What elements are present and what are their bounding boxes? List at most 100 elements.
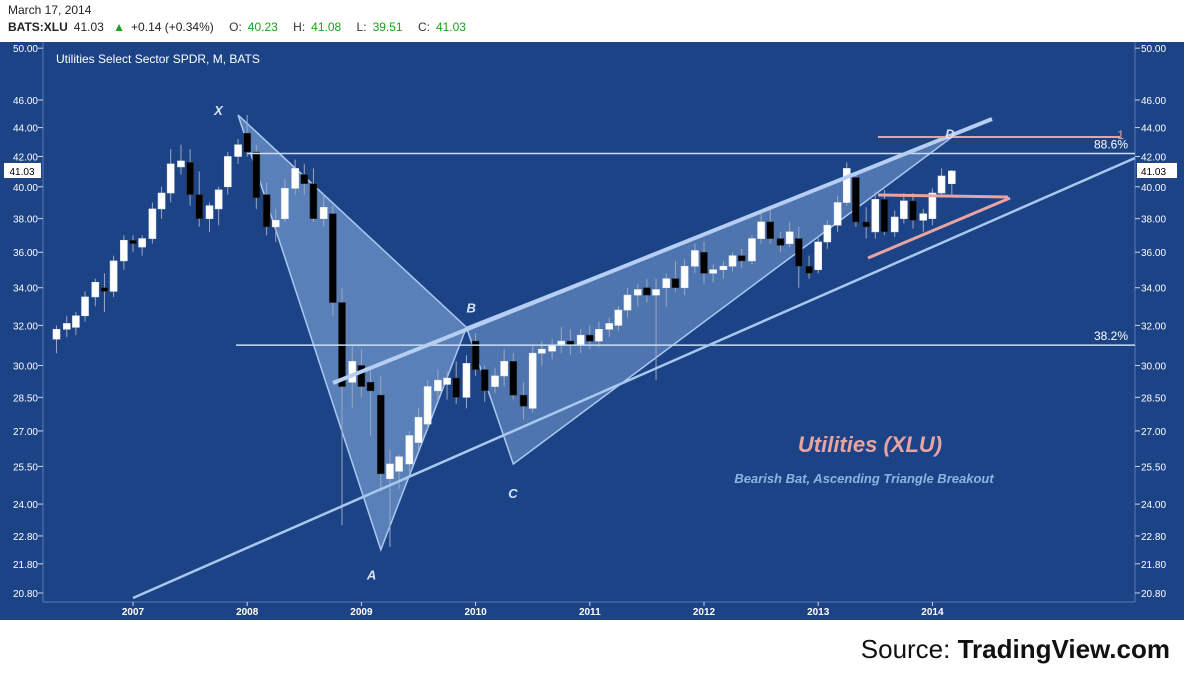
candle-body — [252, 151, 261, 199]
candle-body — [157, 192, 166, 210]
candle-body — [509, 361, 518, 396]
candle-body — [519, 394, 528, 407]
candle-body — [728, 255, 737, 267]
candle-body — [214, 189, 223, 210]
candle-body — [81, 296, 89, 317]
y-tick-label-left: 34.00 — [13, 284, 38, 295]
y-tick-label-left: 40.00 — [13, 183, 38, 194]
y-tick-label-left: 36.00 — [13, 248, 38, 259]
header-high: H: 41.08 — [293, 20, 342, 34]
bottom-axis-background — [43, 602, 1135, 620]
candle-body — [909, 200, 917, 221]
candle-body — [177, 160, 185, 168]
y-tick-label-left: 21.80 — [13, 560, 38, 571]
price-chart[interactable]: 88.6% 38.2% 1 X A B C D 20.80 20.80 21.80 21.80 22.… — [0, 40, 1184, 620]
candle-body — [643, 287, 651, 296]
candle-body — [842, 168, 851, 203]
candle-body — [262, 194, 271, 228]
left-axis-background — [0, 42, 43, 620]
candle-body — [709, 269, 717, 274]
y-tick-label-left: 42.00 — [13, 152, 38, 163]
right-axis-background — [1135, 42, 1184, 620]
candle-body — [100, 287, 109, 292]
candle-body — [814, 241, 823, 271]
header-close: C: 41.03 — [417, 20, 466, 34]
y-tick-label-right: 38.00 — [1141, 215, 1166, 226]
rising-support-trendline — [132, 156, 1136, 600]
candle-body — [357, 365, 366, 387]
rising-resistance-trendline — [332, 117, 993, 385]
candle-body — [329, 213, 337, 303]
y-tick-label-right: 42.00 — [1141, 152, 1166, 163]
y-tick-label-right: 24.00 — [1141, 500, 1166, 511]
fib-level-label: 38.2% — [1094, 329, 1128, 343]
y-tick-label-right: 36.00 — [1141, 248, 1166, 259]
candle-body — [757, 221, 765, 239]
y-tick-label-right: 44.00 — [1141, 124, 1166, 135]
candle-body — [319, 207, 328, 219]
candle-body — [691, 250, 699, 267]
x-tick-label: 2009 — [350, 607, 373, 618]
candle-body — [491, 375, 499, 387]
candle-body — [377, 394, 385, 475]
candle-body — [129, 239, 137, 244]
candle-body — [871, 199, 880, 233]
y-tick-label-right: 32.00 — [1141, 321, 1166, 332]
candle-body — [633, 289, 642, 296]
candle-body — [852, 177, 860, 223]
candle-body — [462, 363, 471, 398]
y-tick-label-right: 34.00 — [1141, 284, 1166, 295]
candle-body — [595, 328, 603, 342]
x-tick-label: 2013 — [807, 607, 830, 618]
candle-body — [348, 361, 357, 383]
source-name: TradingView.com — [957, 634, 1170, 664]
x-tick-label: 2014 — [921, 607, 944, 618]
pattern-point-label: B — [466, 300, 475, 315]
candle-body — [195, 194, 204, 219]
pattern-point-label: C — [508, 486, 518, 501]
candle-body — [405, 435, 414, 465]
candle-body — [500, 361, 508, 377]
candle-body — [480, 369, 489, 392]
candle-body — [794, 238, 803, 267]
candle-body — [291, 168, 299, 189]
candle-body — [605, 323, 614, 330]
annotation-title: Utilities (XLU) — [798, 432, 942, 457]
candle-body — [623, 294, 632, 311]
candle-body — [538, 348, 546, 354]
candle-body — [948, 170, 956, 184]
candle-body — [719, 265, 728, 271]
candle-body — [471, 340, 480, 370]
header-open: O: 40.23 — [229, 20, 278, 34]
y-tick-label-left: 24.00 — [13, 500, 38, 511]
pattern-point-label: A — [366, 568, 376, 583]
fib-level-label: 88.6% — [1094, 138, 1128, 152]
candle-body — [528, 352, 537, 409]
candle-body — [443, 377, 451, 385]
y-tick-label-right: 20.80 — [1141, 589, 1166, 600]
candle-body — [671, 278, 680, 289]
y-tick-label-right: 27.00 — [1141, 427, 1166, 438]
y-tick-label-right: 22.80 — [1141, 532, 1166, 543]
axes: 20.80 20.80 21.80 21.80 22.80 22.80 24.00 24.00… — [4, 44, 1177, 618]
last-price-text-right: 41.03 — [1141, 167, 1166, 178]
y-tick-label-left: 27.00 — [13, 427, 38, 438]
y-tick-label-left: 44.00 — [13, 124, 38, 135]
y-tick-label-right: 28.50 — [1141, 393, 1166, 404]
y-tick-label-left: 32.00 — [13, 321, 38, 332]
candle-body — [766, 221, 775, 239]
header-date: March 17, 2014 — [8, 3, 92, 17]
d-marker-label: 1 — [1117, 128, 1124, 142]
candle-body — [62, 323, 71, 330]
y-tick-label-right: 40.00 — [1141, 183, 1166, 194]
candle-body — [823, 224, 832, 243]
candle-body — [281, 188, 289, 219]
header-low: L: 39.51 — [356, 20, 403, 34]
candle-body — [548, 344, 556, 352]
x-tick-label: 2010 — [464, 607, 487, 618]
candle-body — [937, 175, 946, 194]
candlestick-series — [52, 115, 956, 547]
candle-body — [700, 251, 708, 274]
y-tick-label-left: 20.80 — [13, 589, 38, 600]
candle-body — [900, 200, 908, 219]
